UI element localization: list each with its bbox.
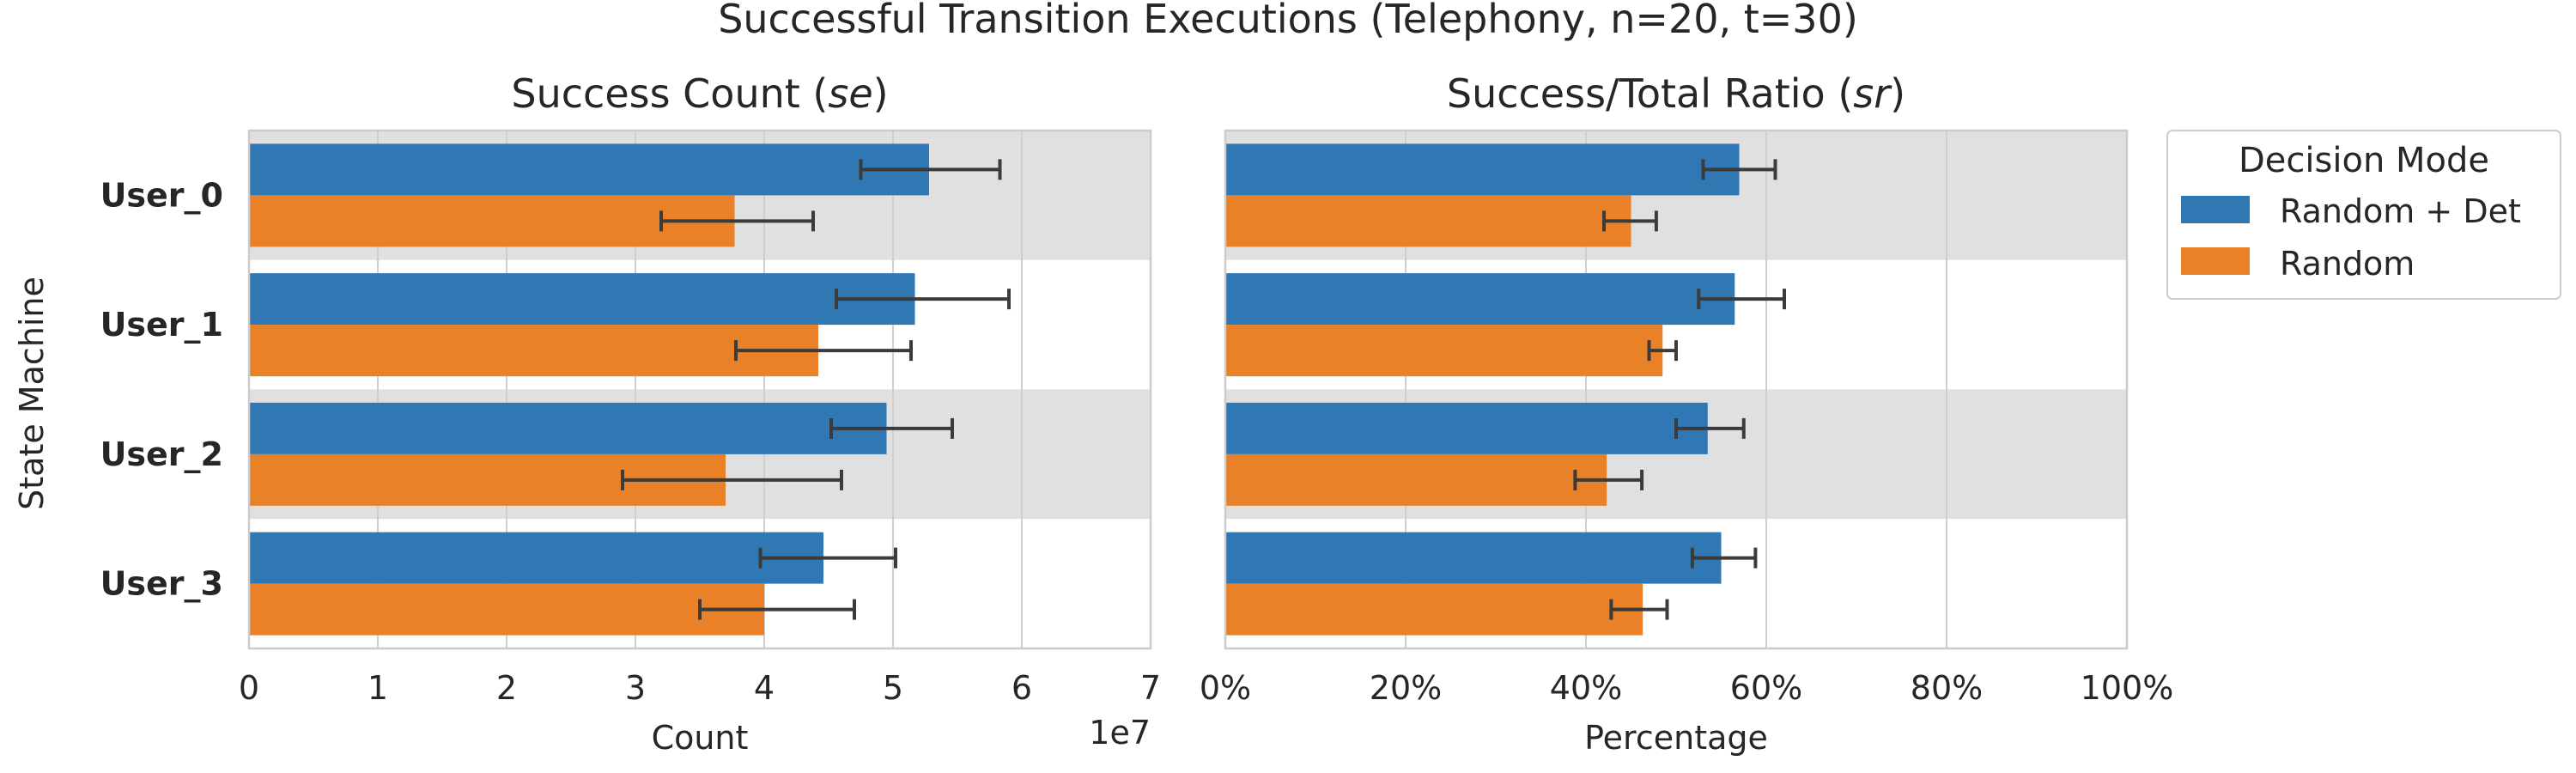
x-axis-label: Count bbox=[652, 719, 749, 757]
x-tick-label: 3 bbox=[625, 669, 646, 707]
bar-random bbox=[249, 325, 818, 377]
legend-label-random-det: Random + Det bbox=[2280, 192, 2521, 230]
bar-random-det bbox=[1225, 273, 1735, 326]
x-tick-label: 20% bbox=[1370, 669, 1442, 707]
x-tick-label: 0% bbox=[1200, 669, 1251, 707]
x-tick-label: 4 bbox=[754, 669, 775, 707]
bar-random-det bbox=[249, 143, 929, 196]
y-tick-label: User_0 bbox=[100, 176, 223, 214]
axes-frame bbox=[247, 129, 1152, 650]
y-axis-label: State Machine bbox=[13, 277, 51, 510]
panel-title: Success/Total Ratio (sr) bbox=[1447, 70, 1905, 117]
x-tick-label: 0 bbox=[239, 669, 259, 707]
legend-title: Decision Mode bbox=[2239, 141, 2489, 180]
legend-swatch-random bbox=[2181, 247, 2250, 275]
bar-random bbox=[1225, 583, 1643, 636]
bar-random bbox=[1225, 195, 1631, 247]
bar-random-det bbox=[1225, 532, 1722, 584]
legend-label-random: Random bbox=[2280, 245, 2415, 283]
y-tick-label: User_1 bbox=[100, 306, 223, 344]
bar-random bbox=[249, 195, 735, 247]
bar-random bbox=[249, 583, 764, 636]
legend: Decision Mode Random + Det Random bbox=[2166, 130, 2561, 300]
bar-random bbox=[1225, 325, 1663, 377]
bar-random-det bbox=[1225, 143, 1740, 196]
bar-random-det bbox=[249, 532, 823, 584]
panel-success-count: 0 1 2 3 4 5 6 7 User_0 User_1 User_2 User_3 Success … bbox=[100, 70, 1162, 757]
legend-frame bbox=[2166, 130, 2561, 300]
y-tick-label: User_3 bbox=[100, 565, 223, 603]
bar-random-det bbox=[1225, 402, 1708, 454]
axes-frame bbox=[1224, 129, 2129, 650]
x-tick-label: 7 bbox=[1140, 669, 1161, 707]
x-tick-label: 5 bbox=[883, 669, 903, 707]
x-tick-label: 80% bbox=[1911, 669, 1983, 707]
x-axis-label: Percentage bbox=[1584, 719, 1768, 757]
figure-title: Successful Transition Executions (Teleph… bbox=[718, 0, 1858, 42]
x-offset-label: 1e7 bbox=[1089, 714, 1151, 752]
legend-swatch-random-det bbox=[2181, 196, 2250, 223]
bar-random-det bbox=[249, 273, 915, 326]
bar-random-det bbox=[249, 402, 887, 454]
x-tick-label: 6 bbox=[1012, 669, 1032, 707]
x-tick-label: 1 bbox=[368, 669, 388, 707]
x-tick-label: 40% bbox=[1550, 669, 1622, 707]
bar-random bbox=[1225, 453, 1607, 506]
panel-title: Success Count (se) bbox=[511, 70, 888, 117]
x-tick-label: 2 bbox=[496, 669, 517, 707]
y-tick-label: User_2 bbox=[100, 435, 223, 473]
x-tick-label: 60% bbox=[1730, 669, 1802, 707]
x-tick-label: 100% bbox=[2081, 669, 2174, 707]
panel-success-ratio: 0% 20% 40% 60% 80% 100% Success/Total Ratio (s… bbox=[1200, 70, 2173, 757]
